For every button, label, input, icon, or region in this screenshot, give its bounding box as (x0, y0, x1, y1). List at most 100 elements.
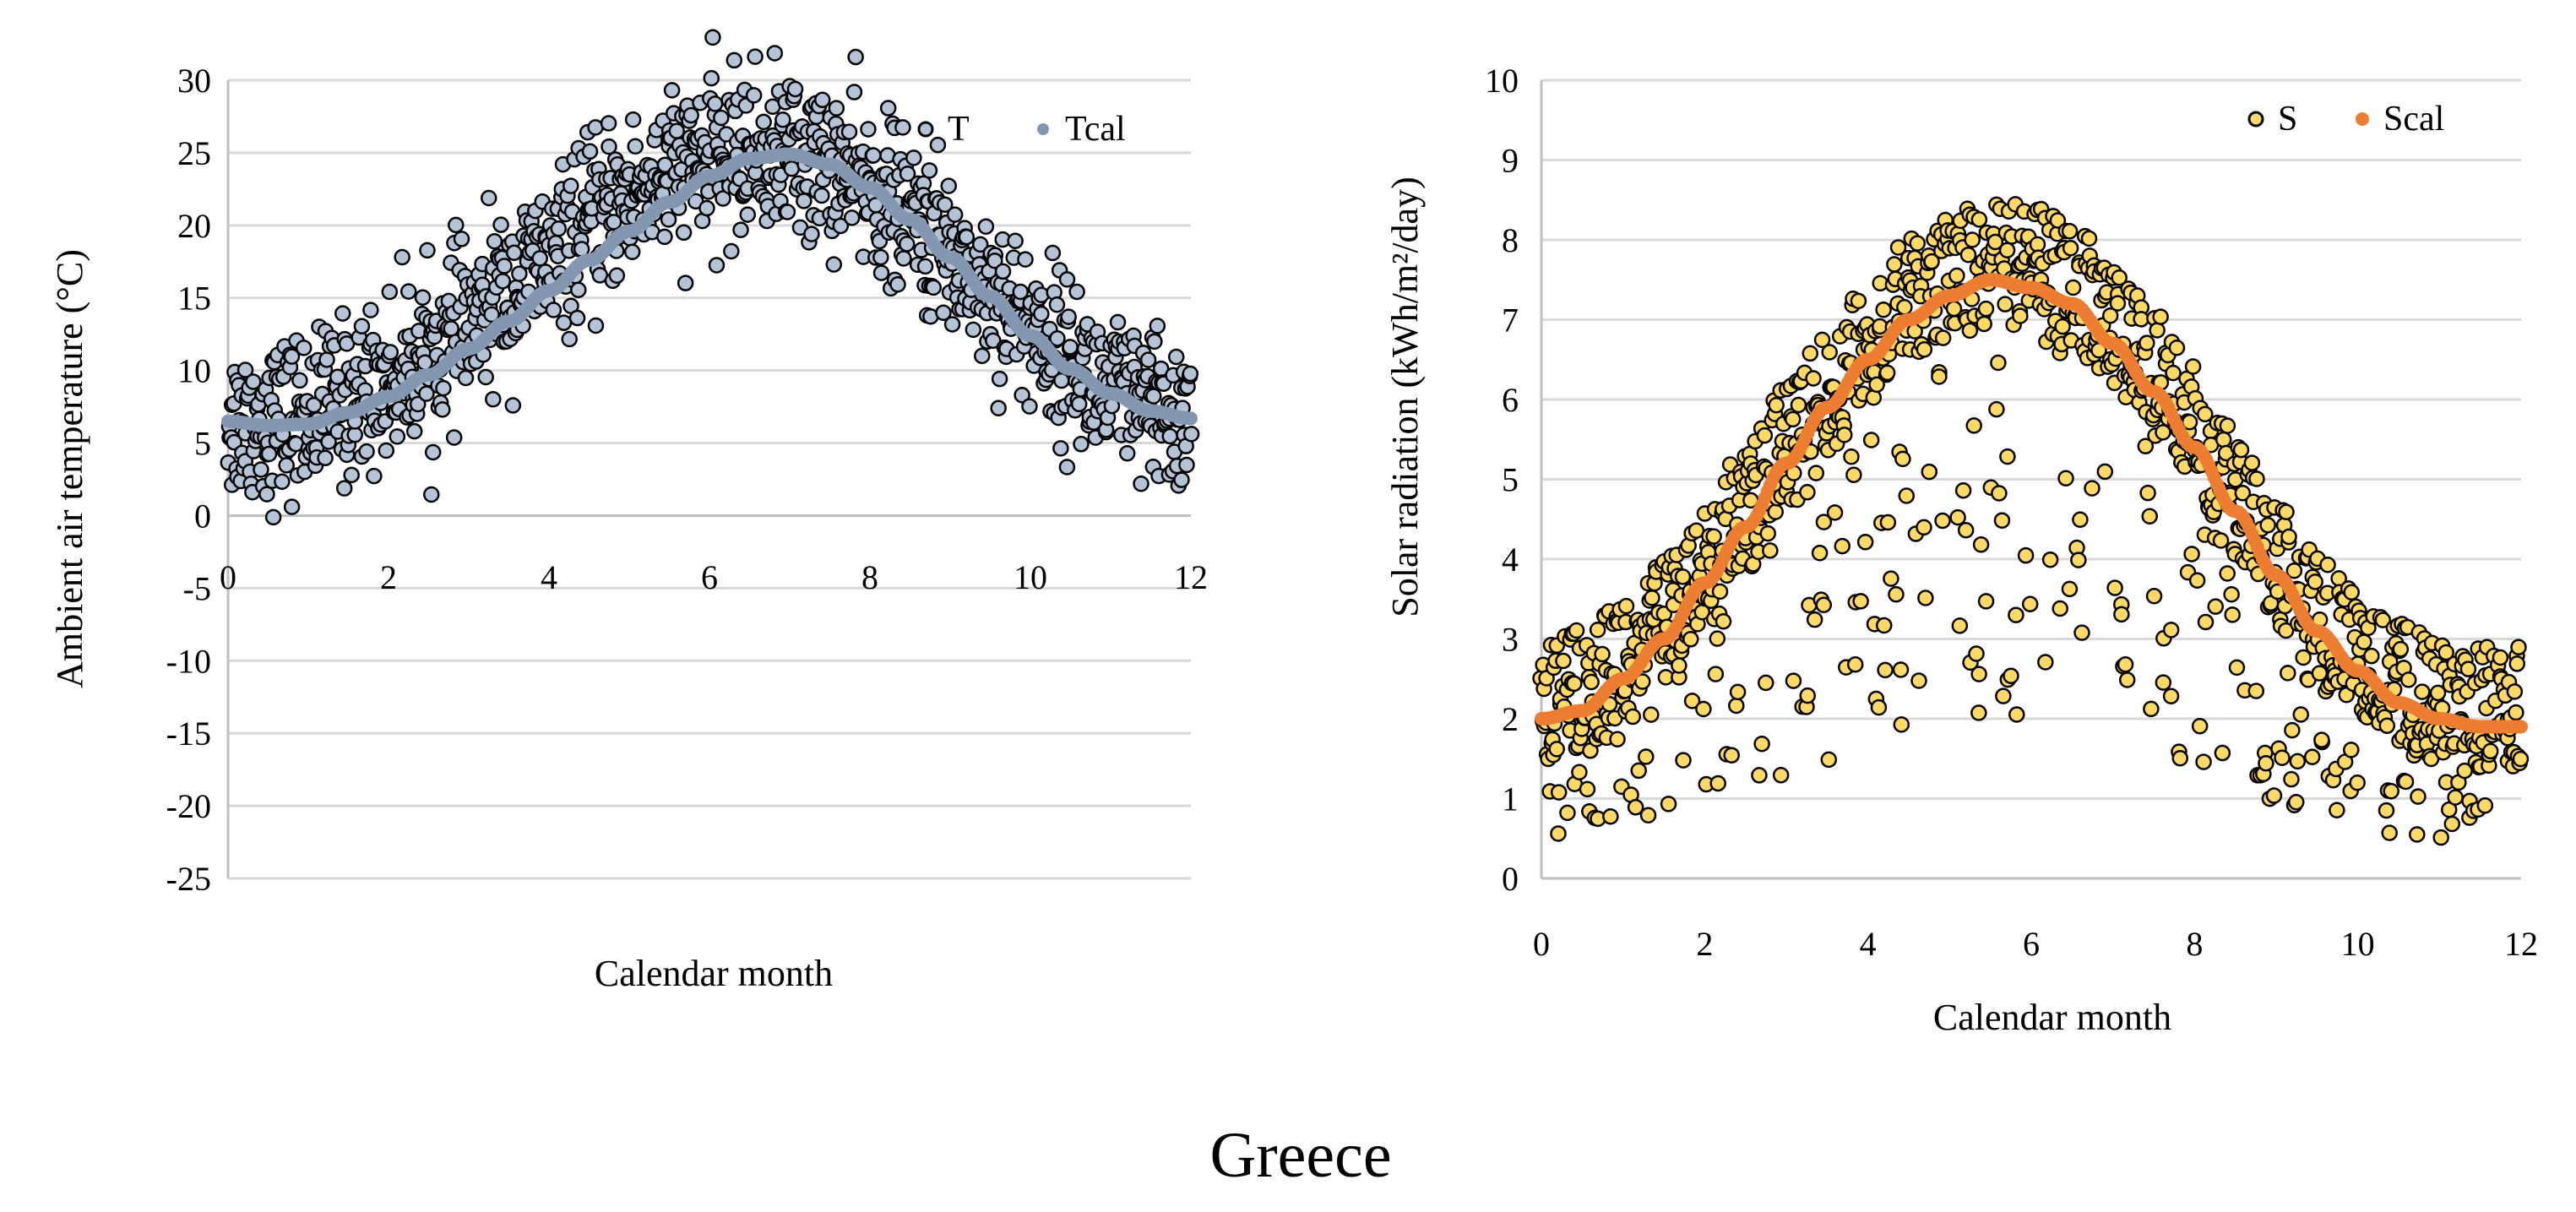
observed-point (1878, 364, 1896, 382)
observed-point (2224, 606, 2241, 623)
observed-point (1968, 645, 1985, 662)
observed-point (2397, 773, 2415, 791)
observed-point (1993, 512, 2011, 529)
observed-point (2274, 749, 2291, 766)
observed-point (1589, 621, 1606, 639)
observed-point (317, 449, 334, 467)
observed-point (1617, 597, 1635, 615)
observed-point (656, 156, 674, 173)
observed-point (1682, 631, 1699, 648)
observed-point (453, 231, 470, 247)
observed-point (2399, 671, 2417, 688)
observed-point (2080, 230, 2098, 247)
observed-point (1815, 514, 1833, 530)
observed-point (2084, 480, 2100, 497)
observed-point (872, 264, 890, 281)
observed-point (1683, 693, 1701, 709)
observed-point (1970, 704, 1987, 721)
observed-point (2064, 279, 2082, 296)
observed-point (346, 426, 364, 443)
temperature-x-axis-label: Calendar month (595, 953, 833, 994)
observed-point (723, 242, 740, 260)
observed-point (2141, 508, 2158, 525)
observed-point (2219, 417, 2236, 434)
y-tick-label: 8 (1502, 221, 1519, 259)
observed-point (1014, 387, 1030, 404)
x-tick-label: 12 (1174, 558, 1208, 596)
observed-point (424, 443, 442, 461)
y-tick-label: -5 (183, 569, 211, 607)
observed-point (755, 113, 772, 131)
observed-point (1695, 700, 1712, 718)
observed-point (1916, 341, 1933, 358)
observed-point (1951, 617, 1969, 634)
observed-point (1639, 807, 1657, 823)
observed-point (2195, 753, 2212, 770)
observed-point (1182, 365, 1199, 383)
observed-point (608, 267, 626, 284)
observed-point (581, 143, 599, 160)
observed-point (1624, 708, 1642, 726)
observed-point (2111, 269, 2128, 286)
observed-point (587, 317, 605, 334)
observed-point (2476, 797, 2494, 814)
observed-point (916, 258, 934, 275)
observed-point (1988, 400, 2005, 418)
observed-point (2062, 240, 2079, 257)
observed-point (1052, 440, 1069, 457)
observed-point (253, 461, 269, 478)
observed-point (965, 321, 982, 339)
observed-point (1550, 784, 1568, 801)
observed-point (1768, 397, 1785, 414)
observed-point (1550, 825, 1567, 842)
observed-point (1877, 661, 1894, 679)
observed-point (1886, 256, 1903, 273)
observed-point (443, 320, 459, 337)
observed-point (382, 344, 399, 361)
observed-point (1058, 271, 1076, 288)
observed-point (505, 244, 523, 262)
x-tick-label: 2 (380, 558, 397, 596)
observed-point (2410, 788, 2427, 805)
observed-point (1813, 331, 1831, 349)
observed-point (2191, 717, 2209, 735)
observed-point (1790, 396, 1807, 414)
observed-point (1729, 683, 1747, 701)
observed-point (1602, 808, 1619, 825)
observed-point (1709, 630, 1726, 647)
observed-point (1118, 444, 1136, 462)
observed-point (2155, 674, 2172, 691)
observed-point (1053, 372, 1070, 389)
observed-point (905, 149, 922, 166)
observed-point (623, 243, 641, 260)
y-tick-label: 7 (1502, 302, 1519, 340)
temperature-y-axis-label: Ambient air temperature (°C) (49, 249, 90, 688)
observed-point (2343, 742, 2360, 758)
observed-point (283, 348, 301, 365)
observed-point (2003, 667, 2019, 684)
solar-legend: S Scal (2247, 100, 2444, 139)
observed-point (2288, 793, 2305, 811)
observed-point (1846, 656, 1864, 673)
observed-point (813, 91, 831, 108)
observed-point (2303, 748, 2321, 766)
observed-point (2280, 528, 2297, 546)
observed-point (2117, 655, 2134, 673)
observed-point (1609, 731, 1626, 748)
observed-point (1555, 652, 1572, 670)
observed-point (1709, 774, 1726, 792)
observed-point (1879, 514, 1897, 531)
observed-point (600, 115, 617, 132)
x-tick-label: 12 (2504, 925, 2538, 963)
observed-point (494, 273, 512, 290)
observed-point (828, 100, 845, 117)
observed-point (1883, 570, 1899, 587)
observed-point (786, 80, 804, 98)
observed-point (739, 206, 756, 223)
observed-point (2378, 802, 2395, 819)
observed-point (1807, 465, 1825, 481)
observed-point (1893, 716, 1910, 733)
observed-point (971, 236, 989, 253)
x-tick-label: 10 (2341, 925, 2375, 963)
